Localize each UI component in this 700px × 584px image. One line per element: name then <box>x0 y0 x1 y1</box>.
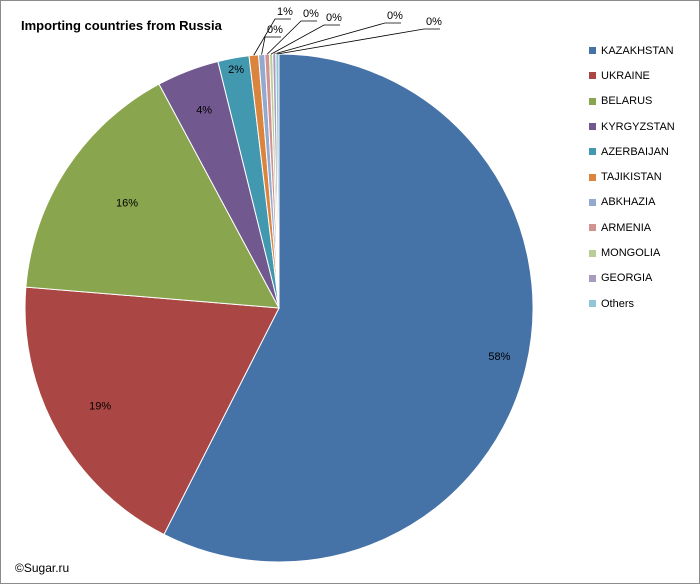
data-label-abkhazia: 0% <box>267 24 283 36</box>
legend-item-kyrgyzstan: KYRGYZSTAN <box>589 114 695 139</box>
legend-item-mongolia: MONGOLIA <box>589 240 695 265</box>
legend-label: ARMENIA <box>601 221 652 234</box>
legend-swatch <box>589 224 596 232</box>
data-label-armenia: 0% <box>303 8 319 20</box>
legend-swatch <box>589 274 596 282</box>
legend-label: KAZAKHSTAN <box>601 44 674 57</box>
data-label-kyrgyzstan: 4% <box>196 105 212 117</box>
legend-item-kazakhstan: KAZAKHSTAN <box>589 38 695 63</box>
leader-line-abkhazia <box>261 36 281 55</box>
legend-swatch <box>589 198 596 206</box>
leader-line-others <box>277 28 440 55</box>
legend-swatch <box>589 148 596 156</box>
legend-item-georgia: GEORGIA <box>589 266 695 291</box>
legend-item-abkhazia: ABKHAZIA <box>589 190 695 215</box>
legend-swatch <box>589 123 596 131</box>
legend-item-tajikistan: TAJIKISTAN <box>589 164 695 189</box>
legend-swatch <box>589 249 596 257</box>
leader-line-mongolia <box>270 24 340 55</box>
legend-label: MONGOLIA <box>601 247 661 260</box>
legend: KAZAKHSTAN UKRAINE BELARUS KYRGYZSTAN AZERBA… <box>589 38 695 316</box>
legend-label: KYRGYZSTAN <box>601 120 675 133</box>
legend-item-belarus: BELARUS <box>589 89 695 114</box>
data-label-tajikistan: 1% <box>277 6 293 18</box>
legend-swatch <box>589 173 596 181</box>
pie-slice-belarus <box>25 83 280 309</box>
data-label-ukraine: 19% <box>89 401 111 413</box>
legend-label: GEORGIA <box>601 272 653 285</box>
chart-title: Importing countries from Russia <box>21 18 222 33</box>
leader-line-armenia <box>266 20 317 55</box>
legend-label: TAJIKISTAN <box>601 171 662 184</box>
pie-slice-ukraine <box>24 286 280 536</box>
legend-swatch <box>589 300 596 308</box>
pie-slice-kazakhstan <box>163 53 534 563</box>
data-label-mongolia: 0% <box>326 12 342 24</box>
leader-line-georgia <box>274 22 401 55</box>
legend-label: UKRAINE <box>601 69 650 82</box>
legend-swatch <box>589 47 596 55</box>
data-label-georgia: 0% <box>387 10 403 22</box>
leader-line-tajikistan <box>253 18 291 56</box>
legend-item-armenia: ARMENIA <box>589 215 695 240</box>
data-label-others: 0% <box>426 16 442 28</box>
legend-label: ABKHAZIA <box>601 196 656 209</box>
legend-item-azerbaijan: AZERBAIJAN <box>589 139 695 164</box>
data-label-belarus: 16% <box>116 197 138 209</box>
legend-label: Others <box>601 297 635 310</box>
legend-swatch <box>589 72 596 80</box>
legend-label: BELARUS <box>601 95 653 108</box>
legend-label: AZERBAIJAN <box>601 145 669 158</box>
data-label-kazakhstan: 58% <box>488 351 510 363</box>
legend-swatch <box>589 97 596 105</box>
data-label-azerbaijan: 2% <box>228 64 244 76</box>
legend-item-ukraine: UKRAINE <box>589 63 695 88</box>
copyright-text: ©Sugar.ru <box>15 561 70 575</box>
legend-item-others: Others <box>589 291 695 316</box>
